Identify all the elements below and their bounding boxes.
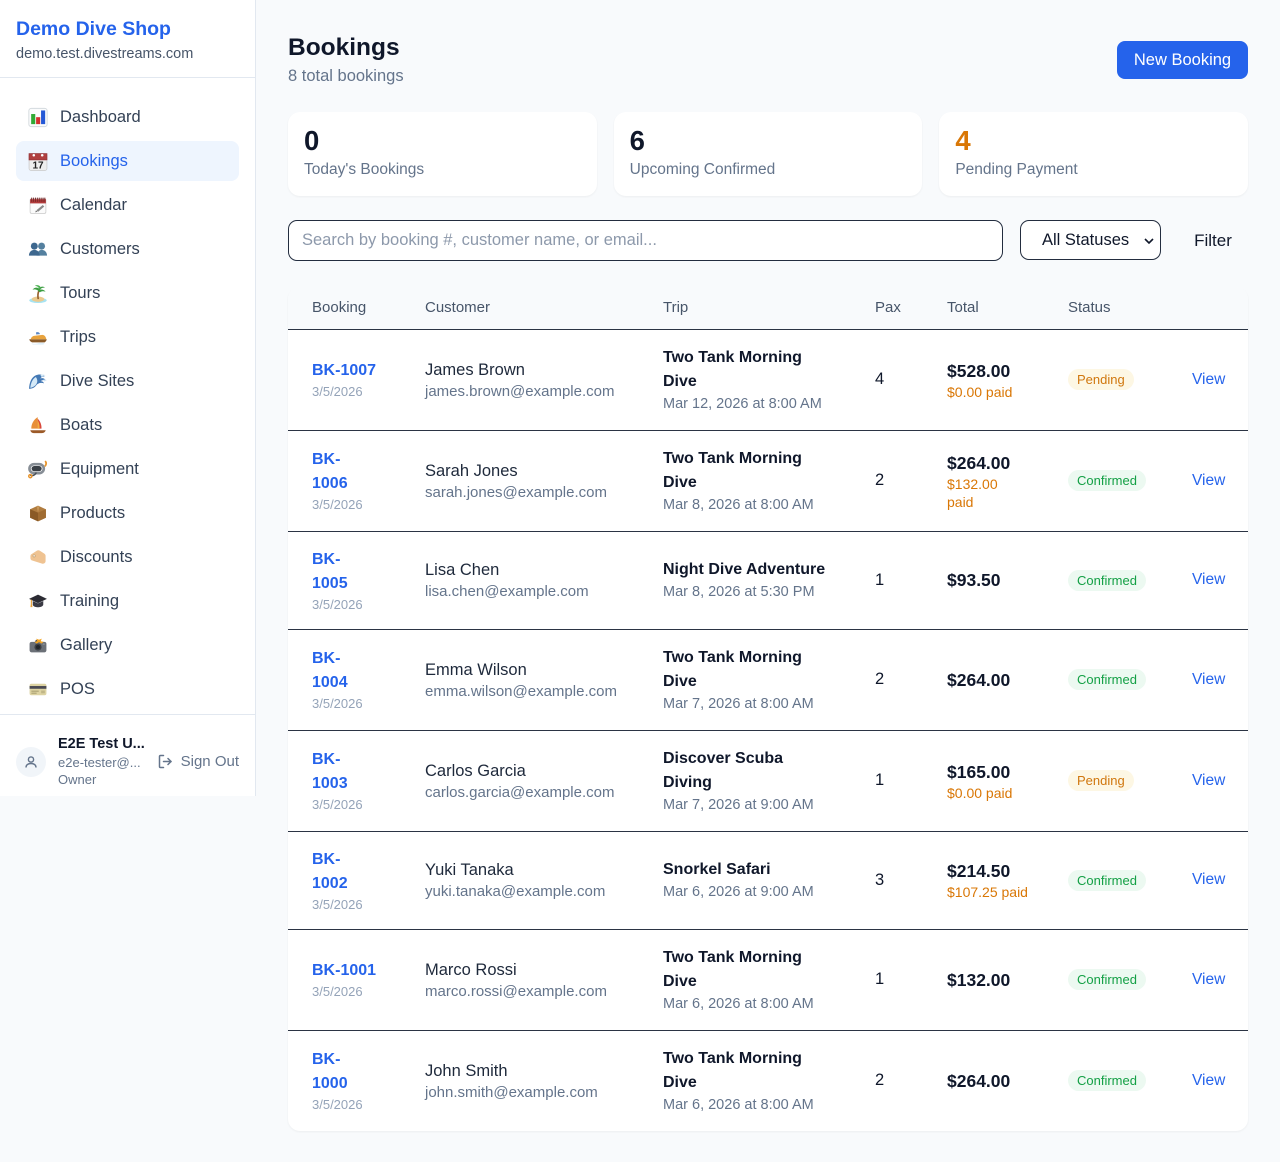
svg-text:17: 17 bbox=[32, 160, 44, 171]
